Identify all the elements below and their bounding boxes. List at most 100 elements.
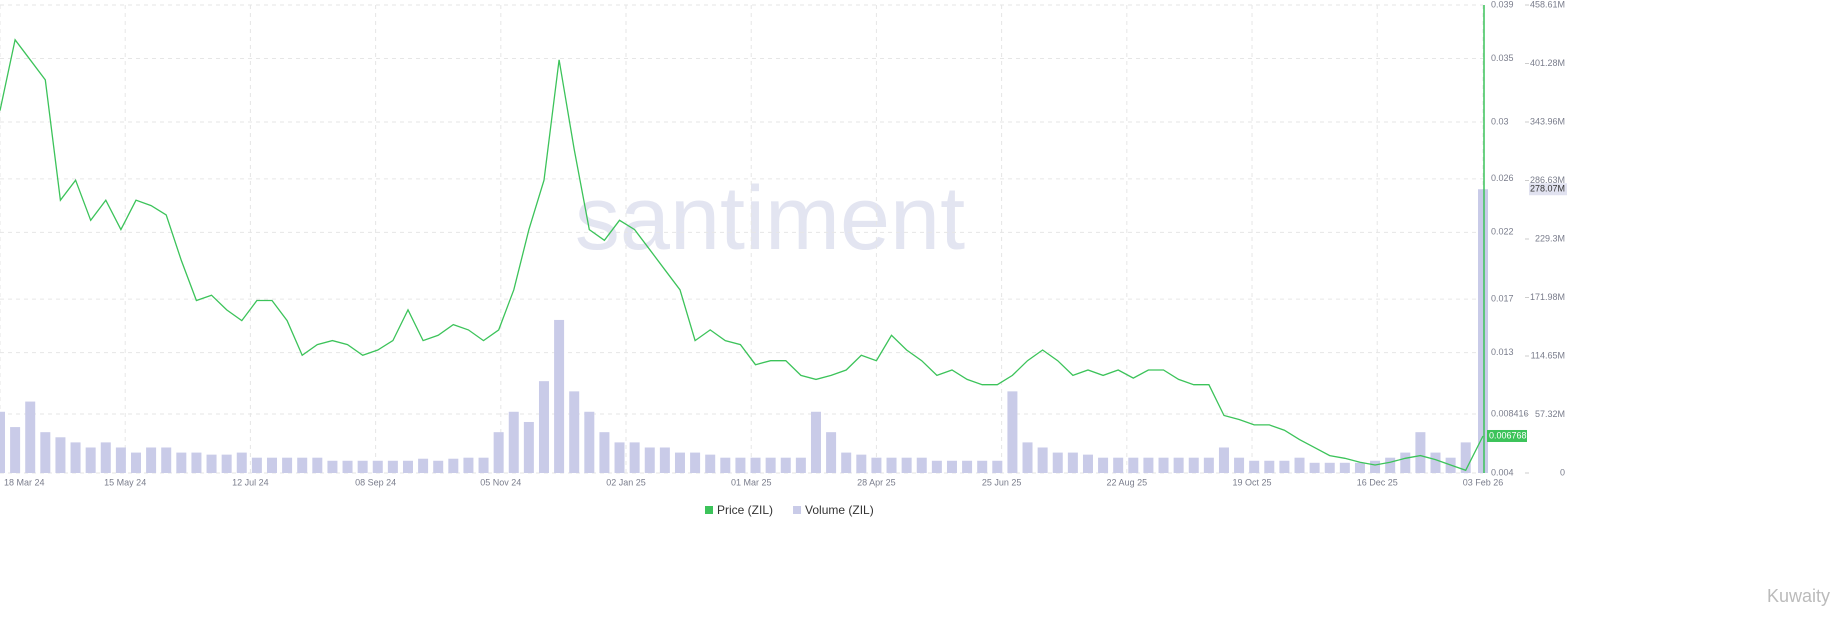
volume-bar (1098, 457, 1109, 473)
volume-bar (100, 442, 111, 473)
volume-bar (1067, 452, 1078, 473)
y2-tick-label: 343.96M (1530, 116, 1565, 126)
volume-bar (871, 457, 882, 473)
volume-bar (1082, 454, 1093, 473)
volume-bar (251, 457, 262, 473)
watermark: santiment (575, 169, 965, 269)
price-marker: 0.006768 (1487, 429, 1527, 442)
volume-bar (1264, 460, 1275, 473)
volume-bar (629, 442, 640, 473)
volume-bar (523, 421, 534, 473)
y-tick-label: 0.008416 (1491, 408, 1529, 418)
volume-bar (402, 460, 413, 473)
volume-bar (25, 401, 36, 473)
volume-bar (10, 427, 21, 473)
y2-tick-label: 57.32M (1535, 409, 1565, 419)
legend-swatch (793, 506, 802, 514)
volume-bar (810, 411, 821, 473)
x-tick-label: 18 Mar 24 (4, 477, 45, 487)
volume-bar (1113, 457, 1124, 473)
y-tick-label: 0.035 (1491, 53, 1514, 63)
x-tick-label: 22 Aug 25 (1107, 477, 1148, 487)
volume-bar (463, 457, 474, 473)
volume-bar (750, 457, 761, 473)
volume-bar (478, 457, 489, 473)
volume-marker-label: 278.07M (1530, 184, 1565, 194)
y2-tick-label: 229.3M (1535, 233, 1565, 243)
x-tick-label: 28 Apr 25 (857, 477, 896, 487)
x-tick-label: 02 Jan 25 (606, 477, 646, 487)
volume-bar (85, 447, 96, 473)
x-tick-label: 12 Jul 24 (232, 477, 269, 487)
volume-bar (901, 457, 912, 473)
y-tick-label: 0.017 (1491, 294, 1514, 304)
volume-bar (236, 452, 247, 473)
volume-bar (327, 460, 338, 473)
volume-bar (720, 457, 731, 473)
legend-swatch (705, 506, 713, 514)
volume-bar (584, 411, 595, 473)
volume-bar (1037, 447, 1048, 473)
credit: Kuwaity (1767, 586, 1830, 606)
volume-bar (1128, 457, 1139, 473)
x-tick-label: 15 May 24 (104, 477, 146, 487)
volume-bar (130, 452, 141, 473)
x-tick-label: 01 Mar 25 (731, 477, 772, 487)
y2-tick-label: 458.61M (1530, 0, 1565, 9)
volume-bar (886, 457, 897, 473)
volume-bar (387, 460, 398, 473)
x-tick-label: 08 Sep 24 (355, 477, 396, 487)
volume-bar (705, 454, 716, 473)
y-tick-label: 0.013 (1491, 347, 1514, 357)
volume-bar (765, 457, 776, 473)
volume-bar (735, 457, 746, 473)
volume-bar (1354, 462, 1365, 473)
volume-bar (856, 454, 867, 473)
volume-marker-bg (1529, 183, 1567, 196)
volume-bar (644, 447, 655, 473)
legend-label: Volume (ZIL) (805, 503, 874, 517)
volume-bar (674, 452, 685, 473)
volume-bar (342, 460, 353, 473)
volume-bar (433, 460, 444, 473)
volume-bar (282, 457, 293, 473)
x-tick-label: 03 Feb 26 (1463, 477, 1504, 487)
volume-bar (55, 437, 66, 473)
legend-label: Price (ZIL) (717, 503, 773, 517)
volume-bar (1218, 447, 1229, 473)
price-marker-label: 0.006768 (1489, 430, 1527, 440)
y-tick-label: 0.03 (1491, 116, 1509, 126)
volume-bar (1203, 457, 1214, 473)
volume-bar (418, 458, 429, 473)
volume-bar (931, 460, 942, 473)
volume-bar (1294, 457, 1305, 473)
y2-tick-label: 0 (1560, 467, 1565, 477)
volume-marker: 278.07M (1529, 183, 1567, 196)
x-tick-label: 25 Jun 25 (982, 477, 1022, 487)
x-tick-label: 16 Dec 25 (1357, 477, 1398, 487)
volume-bar (357, 460, 368, 473)
volume-bar (297, 457, 308, 473)
volume-bar (1234, 457, 1245, 473)
volume-bar (1400, 452, 1411, 473)
y-tick-label: 0.004 (1491, 467, 1514, 477)
volume-bar (1385, 457, 1396, 473)
y-tick-label: 0.039 (1491, 0, 1514, 9)
volume-bar (508, 411, 519, 473)
y-tick-label: 0.022 (1491, 227, 1514, 237)
volume-bar (1249, 460, 1260, 473)
volume-bar (916, 457, 927, 473)
volume-bar (977, 460, 988, 473)
volume-bar (599, 432, 610, 473)
volume-bar (962, 460, 973, 473)
y2-tick-label: 114.65M (1531, 350, 1565, 360)
volume-bar (1279, 460, 1290, 473)
volume-bar (659, 447, 670, 473)
volume-bar (266, 457, 277, 473)
volume-bar (569, 391, 580, 473)
volume-bar (1143, 457, 1154, 473)
volume-bar (1370, 460, 1381, 473)
volume-bar (946, 460, 957, 473)
y2-tick-label: 286.63M (1530, 175, 1565, 185)
volume-bar (1324, 462, 1335, 473)
